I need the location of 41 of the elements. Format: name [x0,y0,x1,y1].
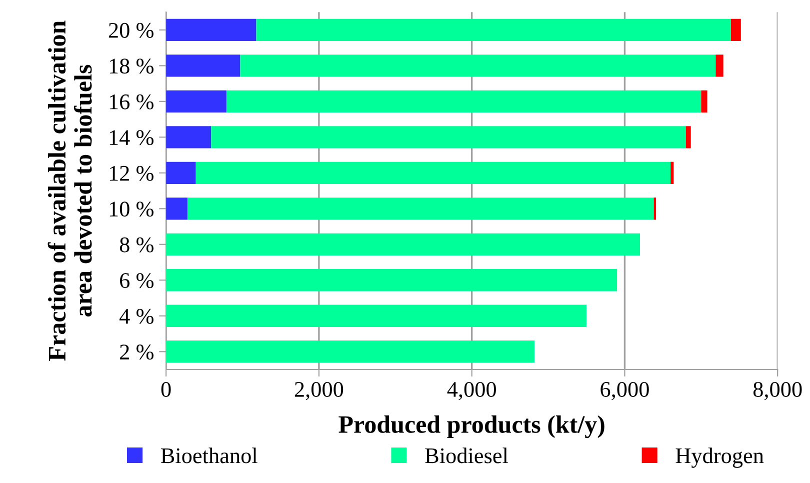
bar [166,162,196,184]
x-tick-label: 6,000 [600,382,649,400]
y-tick-label: 14 % [110,130,154,146]
x-tick-label: 4,000 [447,382,496,400]
bar [211,126,686,148]
y-tick-label: 2 % [120,344,154,360]
bar [166,54,240,77]
y-tick-label: 6 % [120,273,154,288]
bar [196,162,671,184]
bar [701,90,708,113]
bar [256,18,731,42]
bar [166,340,535,363]
y-tick-label: 12 % [110,166,154,181]
y-tick-label: 16 % [110,94,154,110]
y-tick-label: 10 % [110,202,154,217]
bar [187,198,654,220]
bar [166,126,212,148]
y-tick-label: 18 % [110,58,154,74]
legend-label: Hydrogen [676,448,764,468]
legend-label: Biodiesel [425,448,508,464]
x-tick-label: 2,000 [294,382,344,400]
x-tick-label: 0 [161,382,171,397]
bar [166,233,640,256]
bar [716,54,724,77]
x-axis-title: Produced products (kt/y) [338,415,604,438]
legend-label: Bioethanol [160,448,258,464]
bar [240,54,716,77]
bar [166,18,256,42]
y-tick-label: 4 % [120,308,154,324]
bar [166,198,188,220]
bar [166,304,586,327]
y-tick-label: 20 % [108,22,154,38]
bar [166,269,618,292]
y-axis-title: Fraction of available cultivation area devoted to biofuels [48,20,92,361]
bar [166,90,226,113]
x-tick-label: 8,000 [753,382,802,400]
bar [226,90,702,113]
bar [686,126,691,148]
bar [670,162,674,184]
y-tick-label: 8 % [120,237,154,252]
bar [730,18,741,42]
